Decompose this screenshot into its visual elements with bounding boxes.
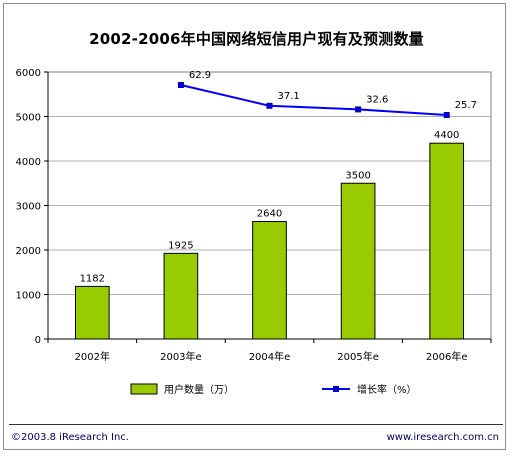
x-tick-label: 2006年e [426, 350, 468, 363]
x-tick-label: 2003年e [160, 350, 202, 363]
y-tick-label: 5000 [16, 113, 41, 124]
legend-line-marker [333, 386, 339, 392]
chart-title: 2002-2006年中国网络短信用户现有及预测数量 [89, 30, 424, 48]
footer-divider [9, 424, 503, 425]
bar-data-label: 4400 [434, 130, 459, 141]
growth-marker [266, 102, 273, 109]
growth-line [180, 84, 447, 116]
growth-marker [443, 112, 450, 118]
growth-marker [177, 82, 184, 88]
growth-data-label: 37.1 [278, 91, 300, 102]
y-tick-label: 4000 [16, 157, 41, 168]
bar [163, 252, 199, 340]
y-tick-label: 1000 [16, 291, 41, 302]
y-tick-label: 6000 [16, 68, 41, 79]
bar-data-label: 1182 [80, 273, 105, 284]
legend-bar-swatch [130, 383, 158, 395]
y-tick-label: 3000 [16, 202, 41, 213]
bar-data-label: 1925 [168, 240, 193, 251]
growth-marker [355, 106, 362, 113]
growth-data-label: 62.9 [189, 70, 211, 81]
bar [340, 182, 376, 340]
legend-line-label: 增长率（%） [357, 383, 417, 396]
x-tick-label: 2002年 [75, 350, 110, 363]
growth-data-label: 25.7 [455, 100, 477, 111]
legend-bar-label: 用户数量（万） [164, 383, 234, 396]
growth-data-label: 32.6 [366, 94, 388, 105]
x-tick-label: 2005年e [337, 350, 379, 363]
x-tick-label: 2004年e [249, 350, 291, 363]
y-tick-label: 0 [35, 335, 41, 346]
bar [252, 221, 287, 340]
website-link[interactable]: www.iresearch.com.cn [386, 432, 499, 443]
bar [74, 285, 110, 340]
y-tick-label: 2000 [16, 246, 41, 257]
copyright-text: ©2003.8 iResearch Inc. [11, 432, 129, 443]
bar-data-label: 2640 [257, 209, 282, 220]
bar-data-label: 3500 [345, 170, 370, 181]
bar [429, 142, 465, 340]
